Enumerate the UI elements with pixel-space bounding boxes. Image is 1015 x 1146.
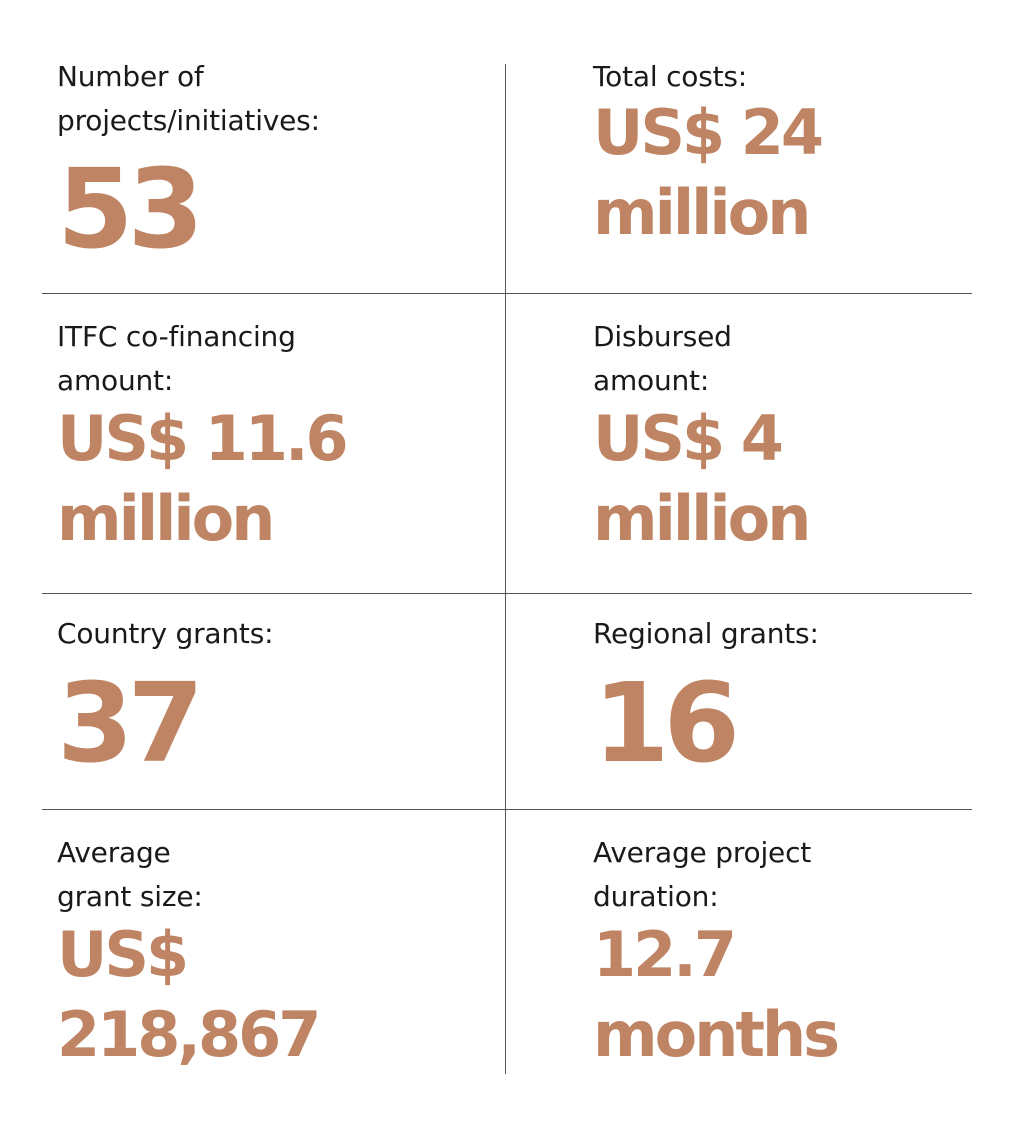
stat-average-grant-size: Average grant size: US$ 218,867	[57, 831, 321, 1075]
stat-value: 16	[593, 659, 740, 787]
vertical-divider	[505, 64, 506, 1074]
stat-value-line: 218,867	[57, 998, 321, 1071]
stat-label-line: Average	[57, 836, 171, 869]
stat-label-line: amount:	[593, 364, 710, 397]
horizontal-divider	[42, 293, 972, 294]
stat-value-line: million	[593, 176, 811, 249]
stat-label-line: duration:	[593, 880, 719, 913]
stat-number-of-projects: Number of projects/initiatives: 53	[57, 55, 320, 268]
stat-itfc-co-financing: ITFC co-financing amount: US$ 11.6 milli…	[57, 315, 349, 559]
stat-value-line: US$ 4	[593, 402, 784, 475]
stat-label-line: projects/initiatives:	[57, 104, 320, 137]
stat-label-line: amount:	[57, 364, 174, 397]
stat-disbursed-amount: Disbursed amount: US$ 4 million	[593, 315, 811, 559]
stat-regional-grants: Regional grants: 16	[593, 612, 819, 782]
stat-value: 53	[57, 145, 204, 273]
stat-value: 37	[57, 659, 204, 787]
stat-value-line: US$ 24	[593, 96, 824, 169]
stat-label-line: Average project	[593, 836, 812, 869]
stat-label-line: Total costs:	[593, 60, 748, 93]
horizontal-divider	[42, 593, 972, 594]
stat-label-line: ITFC co-financing	[57, 320, 296, 353]
stat-value-line: million	[593, 482, 811, 555]
horizontal-divider	[42, 809, 972, 810]
stat-label-line: Number of	[57, 60, 204, 93]
stat-label-line: Country grants:	[57, 617, 274, 650]
stat-value-line: US$ 11.6	[57, 402, 349, 475]
stat-value-line: 12.7	[593, 918, 737, 991]
stat-value-line: million	[57, 482, 275, 555]
stat-label-line: Regional grants:	[593, 617, 819, 650]
stat-value-line: months	[593, 998, 840, 1071]
stat-country-grants: Country grants: 37	[57, 612, 274, 787]
stat-value-line: US$	[57, 918, 189, 991]
stat-total-costs: Total costs: US$ 24 million	[593, 55, 824, 253]
stat-label-line: grant size:	[57, 880, 203, 913]
stat-average-project-duration: Average project duration: 12.7 months	[593, 831, 840, 1075]
stat-label-line: Disbursed	[593, 320, 732, 353]
